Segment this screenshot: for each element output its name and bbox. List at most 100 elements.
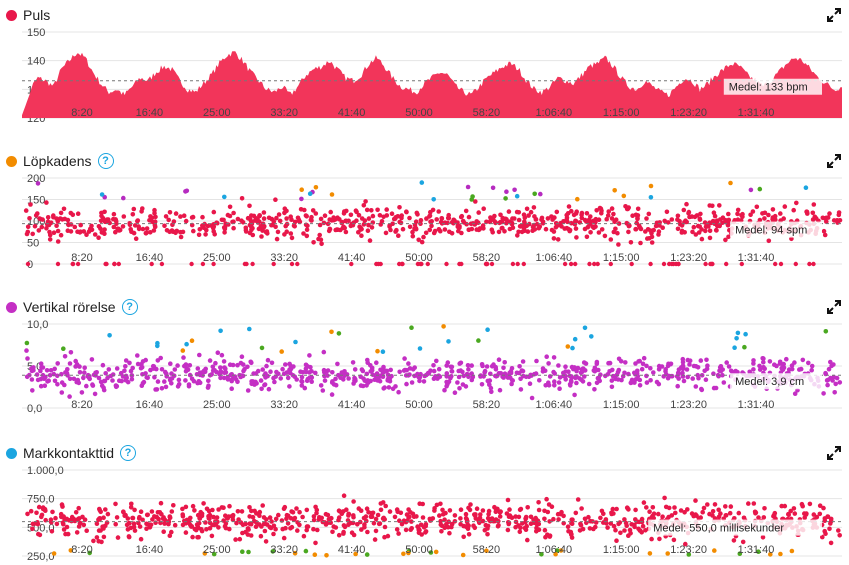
data-point — [681, 207, 687, 213]
data-point — [431, 363, 436, 368]
data-point — [635, 206, 641, 212]
data-point — [762, 506, 767, 511]
data-point — [295, 215, 301, 221]
help-icon[interactable]: ? — [97, 153, 114, 169]
x-tick-label: 41:40 — [338, 252, 366, 264]
data-point — [130, 212, 136, 217]
data-point — [512, 187, 517, 193]
expand-icon[interactable] — [827, 446, 841, 460]
data-point — [337, 217, 342, 222]
y-tick-label: 200 — [27, 173, 45, 185]
data-point — [328, 520, 334, 525]
help-icon[interactable]: ? — [121, 299, 138, 315]
data-point — [824, 378, 830, 383]
data-point — [408, 510, 413, 515]
data-point — [136, 224, 141, 229]
data-point — [466, 214, 472, 220]
data-point — [44, 368, 50, 373]
data-point — [304, 214, 310, 219]
data-point — [175, 363, 180, 368]
data-point — [222, 365, 227, 370]
data-point — [163, 369, 168, 375]
data-point — [373, 516, 379, 522]
data-point — [284, 216, 289, 221]
average-label-bg — [723, 78, 822, 95]
data-point — [63, 531, 68, 537]
data-point — [200, 214, 205, 220]
data-point — [325, 373, 330, 378]
panel-puls: Puls1501401301208:2016:4025:0033:2041:40… — [0, 4, 849, 125]
data-point — [713, 385, 719, 391]
data-point — [811, 202, 817, 207]
data-point — [155, 379, 161, 384]
data-point — [615, 230, 620, 236]
data-point — [687, 358, 693, 363]
data-point — [557, 375, 563, 380]
expand-icon[interactable] — [827, 300, 841, 314]
data-point — [637, 383, 643, 388]
help-icon[interactable]: ? — [120, 445, 137, 461]
data-point — [268, 369, 273, 374]
data-point — [507, 507, 512, 512]
data-point — [708, 261, 713, 267]
data-point — [523, 519, 528, 525]
data-point — [293, 339, 298, 345]
data-point — [761, 356, 766, 361]
data-point — [211, 224, 217, 229]
data-point — [38, 361, 44, 366]
data-point — [368, 514, 374, 520]
data-point — [542, 527, 548, 533]
data-point — [735, 207, 741, 213]
data-point — [373, 374, 379, 379]
data-point — [582, 325, 588, 331]
data-point — [723, 504, 728, 509]
data-point — [565, 219, 570, 225]
average-label: Medel: 550,0 millisekunder — [653, 523, 784, 535]
data-point — [503, 196, 508, 201]
data-point — [792, 391, 798, 396]
data-point — [235, 379, 240, 385]
data-point — [313, 185, 319, 190]
data-point — [589, 334, 594, 339]
data-point — [614, 538, 619, 543]
data-point — [311, 514, 317, 519]
x-tick-label: 25:00 — [203, 252, 231, 264]
expand-icon[interactable] — [827, 154, 841, 168]
data-point — [574, 235, 579, 240]
data-point — [299, 187, 305, 192]
data-point — [55, 239, 61, 244]
data-point — [27, 216, 32, 221]
data-point — [686, 552, 692, 557]
data-point — [111, 224, 117, 230]
data-point — [569, 375, 574, 380]
data-point — [592, 368, 598, 374]
data-point — [458, 507, 464, 512]
data-point — [264, 229, 270, 234]
data-point — [158, 500, 164, 506]
data-point — [376, 261, 381, 267]
data-point — [383, 503, 389, 509]
data-point — [567, 227, 573, 233]
expand-icon[interactable] — [827, 8, 841, 22]
data-point — [757, 363, 762, 369]
data-point — [484, 219, 489, 225]
data-point — [112, 261, 117, 267]
data-point — [757, 186, 763, 192]
data-point — [122, 513, 127, 518]
data-point — [635, 216, 640, 222]
data-point — [149, 509, 155, 514]
data-point — [152, 224, 158, 230]
data-point — [253, 524, 259, 529]
data-point — [228, 372, 233, 378]
data-point — [185, 367, 191, 373]
data-point — [821, 228, 827, 234]
data-point — [352, 367, 358, 372]
heart-rate-area — [22, 51, 842, 119]
data-point — [251, 213, 257, 219]
data-point — [564, 215, 570, 220]
data-point — [707, 228, 713, 234]
data-point — [460, 552, 466, 558]
data-point — [609, 378, 615, 383]
data-point — [588, 230, 593, 235]
data-point — [396, 233, 401, 238]
